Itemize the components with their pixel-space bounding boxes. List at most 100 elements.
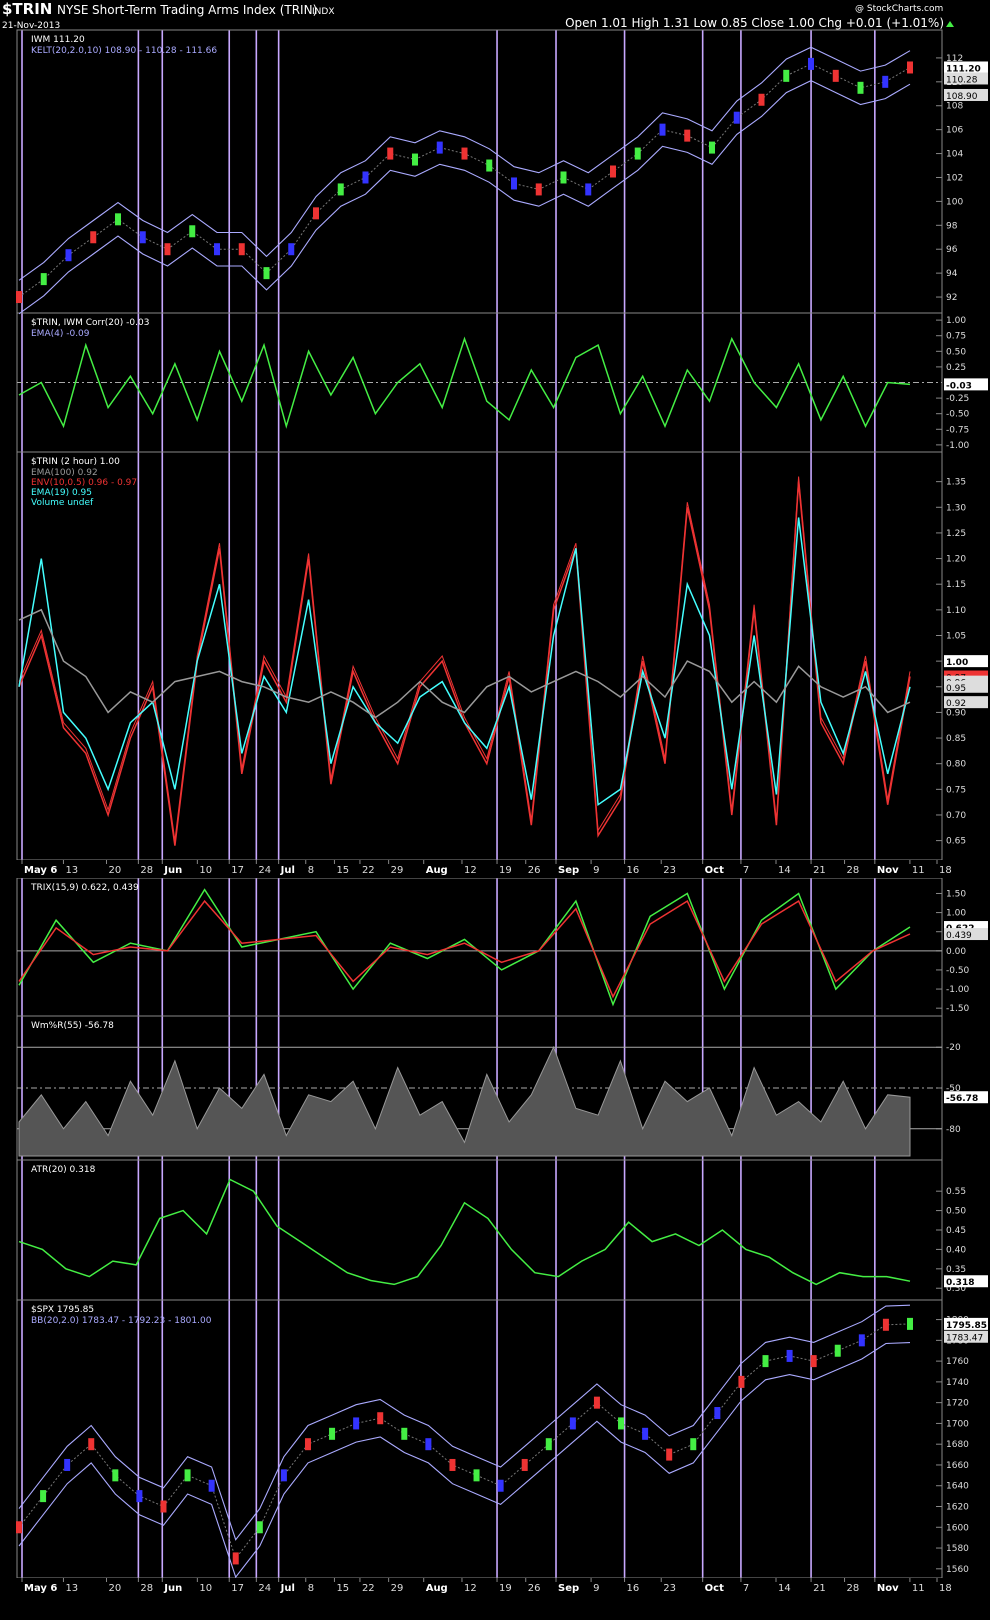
x-axis-date-label: 14 (778, 865, 791, 876)
iwm-candle (288, 243, 295, 256)
iwm-tick-label: 106 (946, 126, 963, 136)
atr-value-tag-label: 0.318 (946, 1278, 974, 1288)
x-axis-date-label: May 6 (24, 1583, 57, 1594)
trix-value-tag (944, 928, 988, 941)
index-name: Short-Term Trading Arms Index (TRIN) (92, 3, 317, 17)
iwm-candle (387, 147, 394, 160)
x-axis-date-label: 20 (108, 865, 121, 876)
trin-legend-1: ENV(10,0.5) 0.96 - 0.97 (31, 478, 137, 488)
willr-value-tag (944, 1091, 988, 1104)
trin-legend-2: EMA(19) 0.95 (31, 488, 92, 498)
trix-tick-label: -1.50 (946, 1004, 970, 1014)
iwm-candle (65, 249, 72, 262)
iwm-lower-band (18, 79, 911, 315)
x-axis-band (0, 1578, 990, 1596)
x-axis-date-label: 10 (199, 1583, 212, 1594)
spx-candle (304, 1438, 311, 1451)
spx-candle (834, 1344, 841, 1357)
iwm-candle (585, 183, 592, 196)
spx-candle (545, 1438, 552, 1451)
x-axis-date-label: 12 (464, 865, 477, 876)
atr-tick-label: 0.30 (946, 1284, 966, 1294)
x-axis-date-label: Oct (705, 865, 724, 876)
iwm-candle (313, 207, 319, 220)
x-axis-date-label: 17 (231, 865, 244, 876)
trin-tick-label: 0.65 (946, 837, 966, 847)
iwm-panel: 92949698100102104106108110112IWM 111.20K… (16, 35, 988, 315)
trin-value-tag (944, 696, 988, 709)
spx-candle (88, 1438, 95, 1451)
iwm-candle (733, 111, 740, 124)
x-axis-date-label: 26 (528, 1583, 541, 1594)
corr-panel: 1.00 0.75 0.50 0.25 -0.25 -0.50 -0.75 -1.00 $TRI… (17, 316, 988, 451)
iwm-candle (362, 171, 369, 184)
trin-tick-label: 0.90 (946, 708, 966, 718)
chart-header: $TRIN NYSE Short-Term Trading Arms Index… (2, 0, 954, 31)
iwm-candle (90, 231, 97, 244)
atr-value-tag (944, 1275, 988, 1288)
iwm-candle (139, 231, 146, 244)
spx-candle (353, 1417, 360, 1430)
trin-value-tag-label: 0.92 (946, 699, 966, 709)
x-axis-date-label: 7 (743, 865, 749, 876)
spx-candle (714, 1407, 721, 1420)
x-axis-date-label: 9 (593, 1583, 599, 1594)
x-axis-date-label: 21 (813, 1583, 826, 1594)
x-axis-date-label: Oct (705, 1583, 724, 1594)
trix-panel: 1.501.000.500.00-0.50-1.00-1.50TRIX(15,9… (17, 883, 988, 1014)
spx-tick-label: 1700 (946, 1419, 969, 1429)
iwm-candle (461, 147, 468, 160)
iwm-candle (684, 129, 691, 142)
x-axis-date-label: 12 (464, 1583, 477, 1594)
spx-candle (425, 1438, 432, 1451)
iwm-candle (189, 225, 196, 238)
spx-panel: 1560 1580 1600 1620 1640 1660 1680 1700 1720 1740… (16, 1304, 988, 1579)
trix-title: TRIX(15,9) 0.622, 0.439 (30, 883, 139, 893)
spx-tick-label: 1560 (946, 1565, 969, 1575)
x-axis-date-label: 28 (847, 1583, 860, 1594)
x-axis-date-label: 13 (65, 1583, 78, 1594)
spx-candle (497, 1479, 504, 1492)
x-axis-date-label: 29 (391, 865, 404, 876)
iwm-tick-label: 96 (946, 245, 958, 255)
trin-envelope-upper (18, 476, 911, 841)
x-axis-date-label: 26 (528, 865, 541, 876)
x-axis-date-label: 15 (336, 865, 349, 876)
atr-tick-label: 0.35 (946, 1265, 966, 1275)
spx-candle (16, 1521, 22, 1534)
x-axis-date-label: Nov (877, 865, 899, 876)
trin-tick-label: 0.80 (946, 760, 966, 770)
iwm-legend-0: KELT(20,2.0,10) 108.90 - 110.28 - 111.66 (31, 46, 217, 56)
trin-value-tag (944, 655, 988, 668)
corr-tick-label: -0.75 (946, 425, 969, 435)
iwm-candle (659, 123, 666, 136)
spx-upper-band (18, 1304, 911, 1541)
iwm-candle (808, 57, 814, 70)
x-axis-date-label: 23 (663, 1583, 676, 1594)
iwm-tick-label: 92 (946, 293, 957, 303)
spx-value-tag (944, 1317, 988, 1330)
trin-title: $TRIN (2 hour) 1.00 (31, 457, 120, 467)
trin-legend-0: EMA(100) 0.92 (31, 468, 98, 478)
spx-candle (690, 1438, 697, 1451)
corr-tick-label: 0.25 (946, 363, 966, 373)
x-axis-date-label: Sep (558, 865, 579, 876)
iwm-candle (634, 147, 641, 160)
spx-lower-band (18, 1342, 911, 1579)
vertical-markers (21, 30, 876, 1578)
trix-tick-label: 1.00 (946, 909, 966, 919)
iwm-candle (758, 93, 765, 106)
iwm-candle (560, 171, 567, 184)
trix-tick-label: 0.00 (946, 947, 966, 957)
spx-candle (810, 1355, 817, 1368)
corr-legend-0: EMA(4) -0.09 (31, 329, 90, 339)
iwm-title: IWM 111.20 (31, 35, 85, 45)
spx-candle (232, 1552, 239, 1565)
iwm-value-tag (944, 72, 988, 85)
willr-title: Wm%R(55) -56.78 (31, 1021, 114, 1031)
iwm-value-tag (944, 88, 988, 101)
spx-candle (329, 1427, 336, 1440)
spx-tick-label: 1600 (946, 1523, 969, 1533)
iwm-tick-label: 98 (946, 221, 958, 231)
watermark: @ StockCharts.com (855, 4, 943, 14)
